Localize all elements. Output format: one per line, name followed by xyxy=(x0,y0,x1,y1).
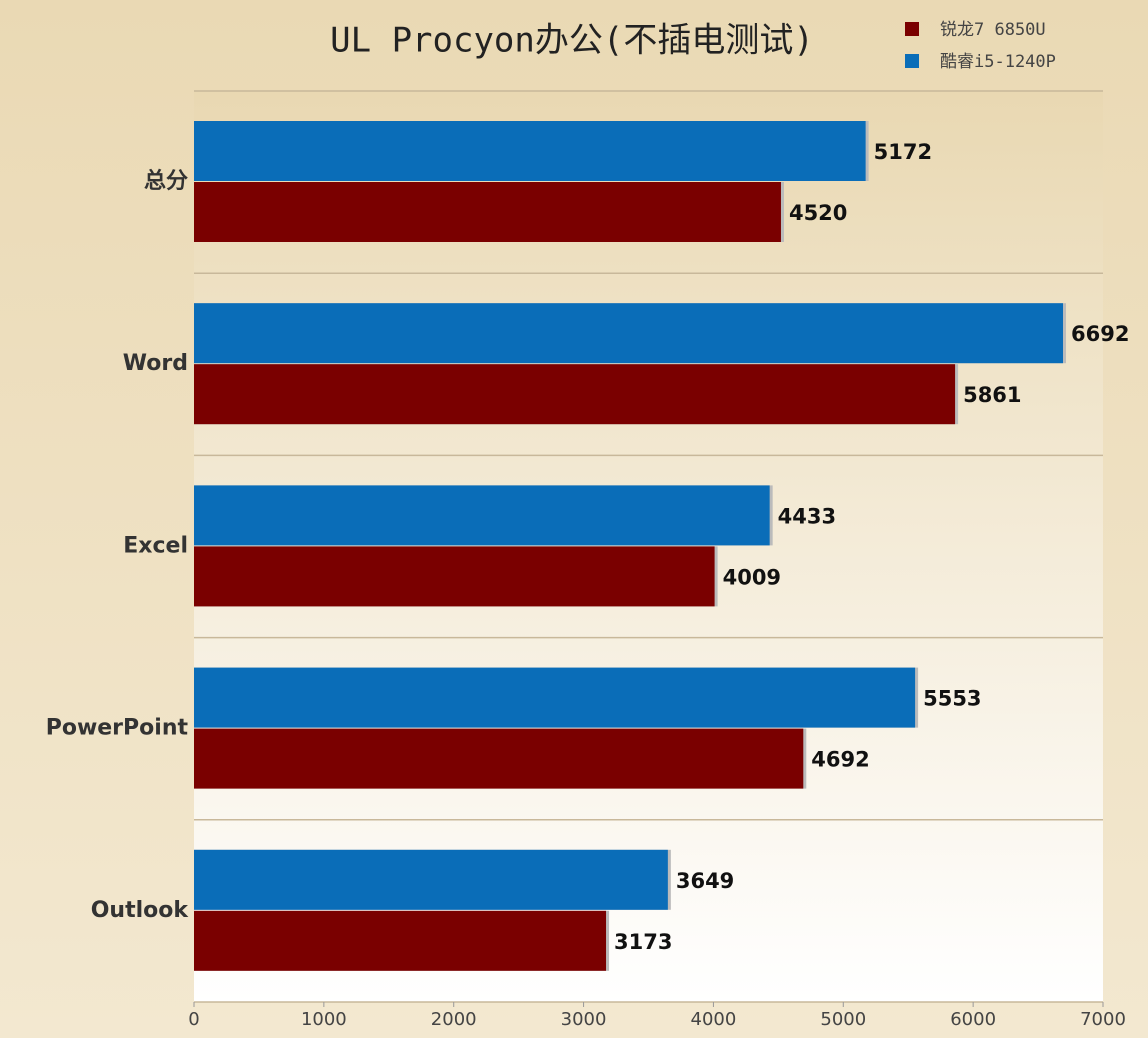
bar xyxy=(194,364,956,425)
x-tick-label: 6000 xyxy=(950,1009,996,1030)
value-label: 6692 xyxy=(1071,322,1129,346)
bar xyxy=(194,728,804,789)
bar xyxy=(194,121,866,181)
value-label: 3649 xyxy=(676,869,734,893)
y-tick-label: Word xyxy=(123,351,188,376)
x-tick-label: 7000 xyxy=(1080,1009,1126,1030)
bar xyxy=(194,303,1064,364)
bar xyxy=(194,182,781,242)
bar xyxy=(194,667,916,728)
value-label: 5553 xyxy=(923,687,981,711)
x-tick-label: 2000 xyxy=(431,1009,477,1030)
x-tick-label: 3000 xyxy=(561,1009,607,1030)
legend-swatch xyxy=(905,54,919,68)
x-tick-label: 0 xyxy=(188,1009,199,1030)
value-label: 5861 xyxy=(963,383,1021,407)
x-tick-label: 5000 xyxy=(820,1009,866,1030)
value-label: 4433 xyxy=(778,504,836,528)
bar xyxy=(194,485,770,546)
value-label: 4009 xyxy=(723,565,781,589)
legend-label: 锐龙7 6850U xyxy=(940,20,1046,40)
x-tick-label: 1000 xyxy=(301,1009,347,1030)
x-tick-label: 4000 xyxy=(691,1009,737,1030)
y-tick-label: 总分 xyxy=(144,168,188,194)
legend-label: 酷睿i5-1240P xyxy=(940,52,1056,72)
legend-swatch xyxy=(905,22,919,36)
y-tick-label: Excel xyxy=(123,533,188,558)
chart-title: UL Procyon办公(不插电测试) xyxy=(330,21,814,61)
value-label: 4520 xyxy=(789,201,847,225)
y-tick-label: Outlook xyxy=(91,898,190,923)
bar xyxy=(194,910,607,971)
y-tick-label: PowerPoint xyxy=(46,716,189,741)
value-label: 3173 xyxy=(614,930,672,954)
bar xyxy=(194,546,715,607)
value-label: 4692 xyxy=(811,748,869,772)
bar xyxy=(194,849,668,910)
value-label: 5172 xyxy=(874,140,932,164)
